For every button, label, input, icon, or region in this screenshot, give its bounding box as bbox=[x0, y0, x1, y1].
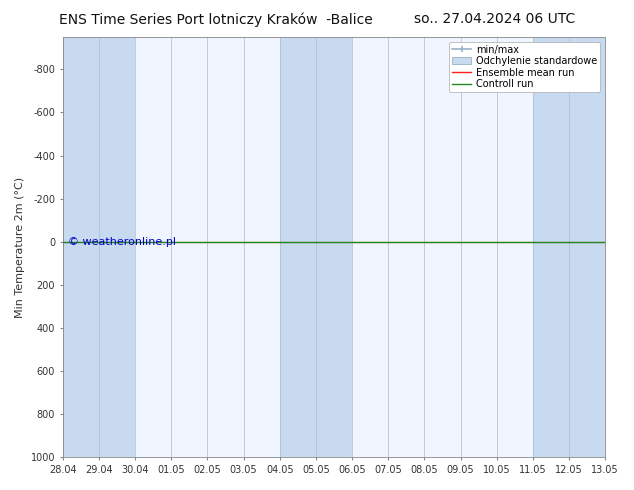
Y-axis label: Min Temperature 2m (°C): Min Temperature 2m (°C) bbox=[15, 176, 25, 318]
Legend: min/max, Odchylenie standardowe, Ensemble mean run, Controll run: min/max, Odchylenie standardowe, Ensembl… bbox=[449, 42, 600, 92]
Bar bbox=[280, 37, 352, 457]
Text: © weatheronline.pl: © weatheronline.pl bbox=[68, 237, 176, 247]
Bar bbox=[533, 37, 605, 457]
Text: ENS Time Series Port lotniczy Kraków  -Balice: ENS Time Series Port lotniczy Kraków -Ba… bbox=[59, 12, 372, 27]
Text: so.. 27.04.2024 06 UTC: so.. 27.04.2024 06 UTC bbox=[414, 12, 575, 26]
Bar bbox=[63, 37, 135, 457]
